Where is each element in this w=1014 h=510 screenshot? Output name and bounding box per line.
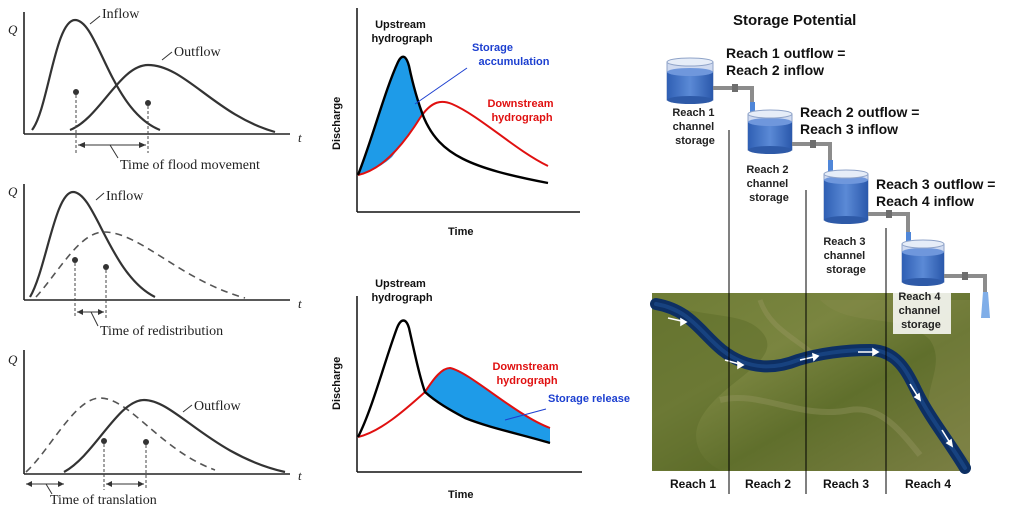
reach-labels: Reach 1 Reach 2 Reach 3 Reach 4 [670, 477, 951, 491]
outflow-curve [69, 63, 276, 134]
outflow-centroid [145, 100, 151, 106]
downstream-hydrograph-label: Downstream hydrograph [492, 361, 561, 387]
flow-arrows [667, 317, 954, 448]
tank-label-3: Reach 3 channel storage [823, 236, 868, 276]
reach-label-4: Reach 4 [905, 477, 951, 491]
outflow-curve [63, 398, 286, 474]
outflow-centroid [143, 439, 149, 445]
time-of-translation-label: Time of translation [50, 493, 157, 508]
flow-label-3: Reach 3 outflow = Reach 4 inflow [876, 176, 999, 209]
tank-label-2: Reach 2 channel storage [746, 164, 791, 204]
reach-label-1: Reach 1 [670, 477, 716, 491]
outflow-dashed-curve [35, 231, 246, 299]
upstream-hydrograph-line [356, 319, 551, 445]
outflow-stream [981, 292, 990, 318]
q-axis-label: Q [8, 352, 18, 367]
tank-label-4: Reach 4 channel storage [898, 291, 943, 331]
time-of-redistribution-label: Time of redistribution [100, 324, 223, 339]
inflow-label: Inflow [106, 189, 144, 204]
reach-4-tank [901, 239, 945, 286]
upstream-hydrograph-label: Upstream hydrograph [371, 278, 432, 304]
storage-accumulation-area [358, 56, 424, 175]
left-panel-middle: Q t Inflow Time of redistribution [8, 184, 302, 339]
pipe-2 [792, 142, 832, 164]
storage-leader-line [414, 67, 468, 105]
left-panel-top: Q t Inflow Outflow Time of flood movemen… [8, 7, 302, 173]
time-axis-label: Time [448, 226, 473, 238]
inflow-centroid [101, 438, 107, 444]
inflow-dashed-curve [25, 397, 216, 473]
reach-2-tank [747, 109, 793, 154]
inflow-curve [29, 190, 156, 298]
storage-potential-title: Storage Potential [733, 12, 856, 29]
inflow-label: Inflow [102, 7, 140, 22]
flow-label-1: Reach 1 outflow = Reach 2 inflow [726, 45, 849, 78]
outflow-label: Outflow [174, 45, 222, 60]
outflow-centroid [103, 264, 109, 270]
time-axis-label: Time [448, 489, 473, 501]
reach-3-tank [823, 169, 869, 224]
tank-label-4-backdrop [893, 288, 951, 334]
pipe-3 [868, 212, 910, 236]
reach-label-2: Reach 2 [745, 477, 791, 491]
downstream-hydrograph-line [357, 366, 551, 438]
tank-label-1: Reach 1 channel storage [672, 107, 717, 147]
discharge-axis-label: Discharge [331, 97, 343, 150]
q-axis-label: Q [8, 184, 18, 199]
middle-panel-top: Discharge Time Upstream hydrograph Stora… [331, 8, 580, 238]
storage-accumulation-label: Storage accumulation [472, 42, 550, 68]
inflow-centroid [72, 257, 78, 263]
reach-1-tank [666, 57, 714, 104]
downstream-hydrograph-label: Downstream hydrograph [487, 98, 556, 124]
upstream-hydrograph-line [356, 55, 549, 185]
storage-release-area [425, 368, 550, 443]
downstream-hydrograph-line [357, 100, 549, 176]
pipe-1 [713, 86, 754, 104]
pipe-4 [944, 274, 987, 292]
terrain-map [650, 293, 971, 474]
inflow-curve [31, 18, 161, 132]
discharge-axis-label: Discharge [331, 357, 343, 410]
middle-panel-bottom: Discharge Time Upstream hydrograph Downs… [331, 278, 630, 501]
right-panel: Storage Potential [650, 12, 999, 494]
flow-label-2: Reach 2 outflow = Reach 3 inflow [800, 104, 923, 137]
t-axis-label: t [298, 468, 302, 483]
left-panel-bottom: Q t Outflow Time of translation [8, 350, 302, 508]
outflow-label: Outflow [194, 399, 242, 414]
inflow-centroid [73, 89, 79, 95]
upstream-hydrograph-label: Upstream hydrograph [371, 19, 432, 45]
q-axis-label: Q [8, 22, 18, 37]
time-of-flood-movement-label: Time of flood movement [120, 158, 260, 173]
t-axis-label: t [298, 296, 302, 311]
storage-leader-line [504, 408, 547, 421]
reach-label-3: Reach 3 [823, 477, 869, 491]
storage-release-label: Storage release [548, 393, 630, 405]
t-axis-label: t [298, 130, 302, 145]
reach-dividers [728, 130, 887, 494]
